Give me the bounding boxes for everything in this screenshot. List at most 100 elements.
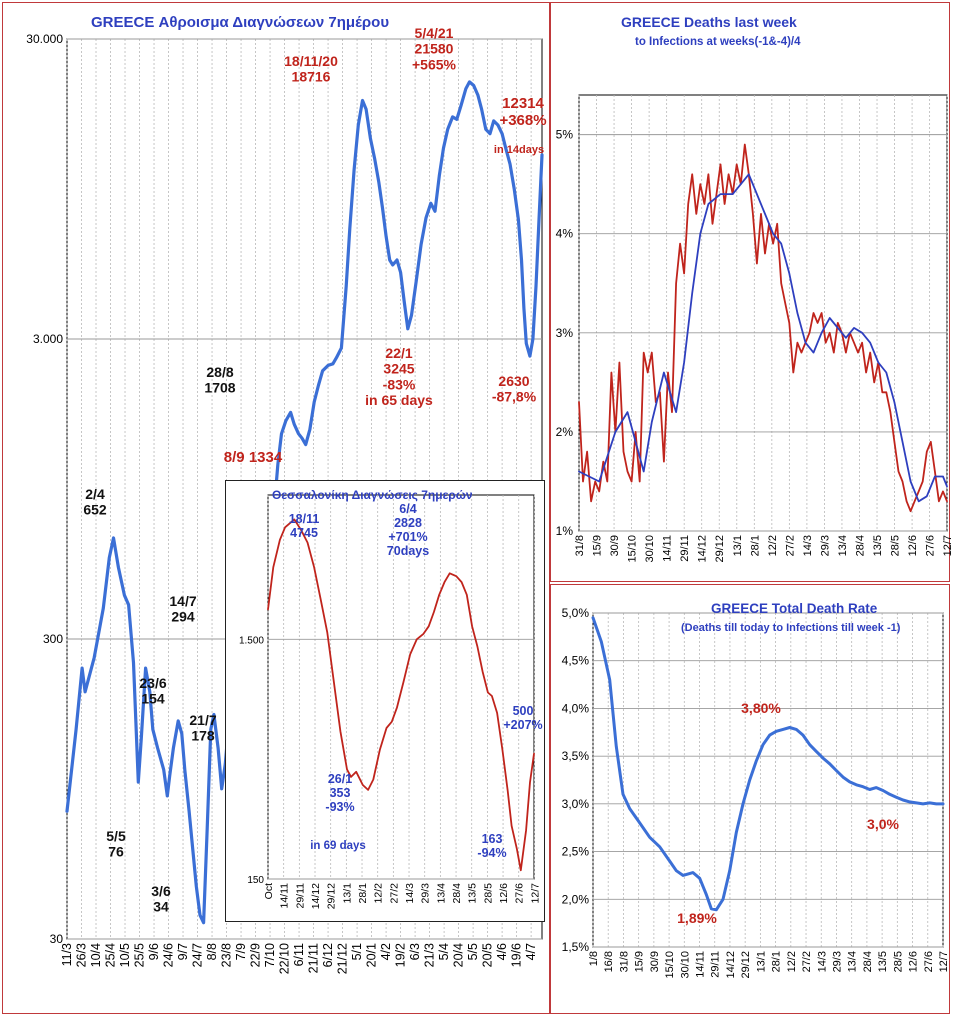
series-line-0 [267, 518, 535, 872]
x-tick-label: 12/2 [373, 883, 385, 904]
x-tick-label: 13/1 [341, 883, 353, 904]
x-tick-label: 12/2 [786, 951, 798, 972]
x-tick-label: 31/8 [618, 951, 630, 972]
x-tick-label: 24/7 [191, 943, 205, 967]
annotation-line: -83% [383, 376, 416, 392]
annotation-line: 18/11/20 [284, 53, 338, 69]
annotation-line: +565% [412, 56, 457, 72]
annotation-line: 28/8 [206, 364, 233, 380]
y-tick-label: 3,0% [562, 797, 590, 811]
annotation-line: 21/7 [189, 712, 216, 728]
x-tick-label: 14/11 [662, 535, 674, 562]
y-tick-label: 1.500 [239, 635, 264, 646]
annotation-line: in 65 days [365, 392, 433, 408]
x-tick-label: 13/5 [467, 883, 479, 904]
x-tick-label: 9/7 [176, 943, 190, 960]
annotation-line: 70days [387, 544, 429, 558]
x-tick-label: 28/4 [451, 883, 463, 904]
annotation-line: 8/9 1334 [224, 449, 283, 466]
x-tick-label: 27/2 [388, 883, 400, 904]
annotation-line: 5/5 [106, 828, 126, 844]
annotation-line: 353 [330, 786, 351, 800]
y-tick-label: 30.000 [26, 32, 63, 46]
annotation-line: 26/1 [328, 772, 352, 786]
annotation-label: 3,0% [867, 816, 899, 832]
x-tick-label: 12/7 [529, 883, 541, 904]
y-tick-label: 4,0% [562, 701, 590, 715]
annotation-label: 3,80% [741, 700, 781, 716]
x-tick-label: 28/5 [890, 535, 902, 556]
x-tick-label: 10/4 [89, 943, 103, 967]
y-tick-label: 2,0% [562, 892, 590, 906]
x-tick-label: 30/10 [644, 535, 656, 563]
x-tick-label: 29/12 [740, 951, 752, 979]
x-tick-label: 15/9 [634, 951, 646, 972]
x-tick-label: 14/3 [802, 535, 814, 556]
annotation-line: 2828 [394, 516, 422, 530]
annotation-line: 23/6 [139, 675, 166, 691]
annotation-line: 163 [482, 832, 503, 846]
annotation-line: 76 [108, 844, 124, 860]
x-tick-label: 31/8 [574, 535, 586, 556]
annotation-label: 23/6 154 [139, 675, 166, 707]
annotation-label: 14/7 294 [169, 593, 196, 625]
x-tick-label: 4/7 [524, 943, 538, 960]
annotation-line: 1708 [204, 380, 235, 396]
y-tick-label: 2,5% [562, 845, 590, 859]
x-tick-label: 12/7 [938, 951, 950, 972]
y-tick-label: 4% [556, 227, 574, 241]
annotation-line: in 69 days [310, 840, 366, 852]
x-tick-label: 14/11 [279, 883, 291, 909]
chart-title: GREECE Deaths last week [621, 14, 797, 30]
annotation-line: 294 [171, 609, 195, 625]
annotation-label: 6/4 2828 +701% 70days [387, 502, 429, 558]
y-tick-label: 1,5% [562, 940, 590, 954]
x-tick-label: 14/12 [697, 535, 709, 563]
annotation-line: +701% [388, 530, 427, 544]
y-tick-label: 3,5% [562, 749, 590, 763]
annotation-line: 3/6 [151, 883, 171, 899]
annotation-label: in 69 days [310, 840, 366, 852]
annotation-line: 500 [513, 704, 534, 718]
x-tick-label: 13/1 [755, 951, 767, 972]
y-tick-label: 3% [556, 326, 574, 340]
y-tick-label: 2% [556, 425, 574, 439]
annotation-label: 163 -94% [477, 832, 506, 860]
y-tick-label: 1% [556, 524, 574, 538]
x-tick-label: 23/8 [220, 943, 234, 967]
x-tick-label: 4/2 [379, 943, 393, 960]
x-tick-label: 27/2 [801, 951, 813, 972]
annotation-line: +368% [499, 112, 546, 129]
x-tick-label: 28/1 [749, 535, 761, 556]
x-tick-label: Oct [263, 883, 275, 899]
x-tick-label: 12/6 [908, 951, 920, 972]
x-tick-label: 11/3 [60, 943, 74, 966]
x-tick-label: 14/12 [310, 883, 322, 909]
x-tick-label: 29/3 [831, 951, 843, 972]
x-tick-label: 14/12 [725, 951, 737, 979]
x-tick-label: 29/12 [326, 883, 338, 909]
annotation-label: 28/8 1708 [204, 364, 235, 396]
annotation-label: 5/4/21 21580 +565% [412, 25, 457, 72]
annotation-line: 652 [83, 502, 107, 518]
x-tick-label: 12/7 [942, 535, 954, 556]
annotation-line: 3245 [383, 361, 414, 377]
x-tick-label: 25/4 [104, 943, 118, 967]
x-tick-label: 29/3 [819, 535, 831, 556]
x-tick-label: 25/5 [133, 943, 147, 967]
annotation-line: 34 [153, 899, 169, 915]
weekly-death-rate-chart: 31/8 15/9 30/9 15/10 30/10 14/11 29/11 14/12 29/… [556, 14, 954, 563]
annotation-label: 21/7 178 [189, 712, 216, 744]
annotation-line: 12314 [502, 95, 544, 112]
x-tick-label: 7/9 [234, 943, 248, 960]
x-tick-label: 6/12 [321, 943, 335, 967]
x-tick-label: 28/4 [854, 535, 866, 556]
series-line-0 [591, 616, 945, 912]
plot-frame [592, 612, 944, 948]
annotation-line: 22/1 [385, 345, 412, 361]
annotation-line: -87,8% [492, 389, 537, 405]
total-death-rate-chart: 1/8 16/8 31/8 15/9 30/9 15/10 30/10 14/11 29/11 1… [562, 601, 950, 979]
x-tick-label: 6/11 [292, 943, 306, 966]
annotation-label: 26/1 353 -93% [325, 772, 354, 814]
series-line-0 [65, 80, 544, 925]
